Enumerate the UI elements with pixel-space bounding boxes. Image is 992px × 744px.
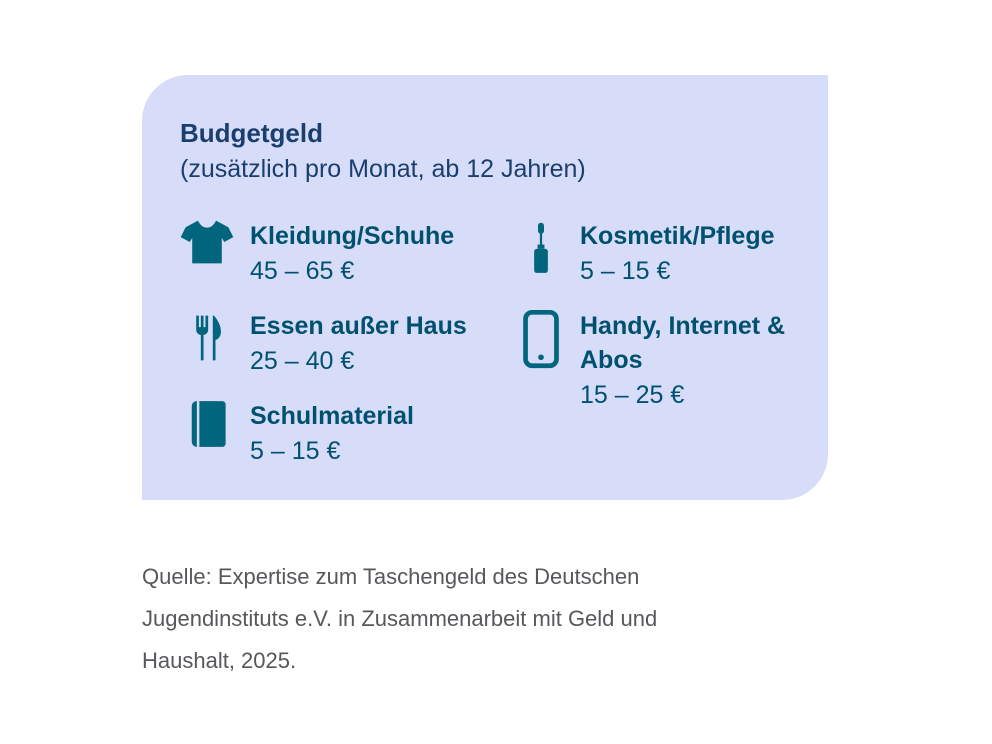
item-text: Kleidung/Schuhe 45 – 65 €: [250, 219, 454, 289]
item-amount: 45 – 65 €: [250, 257, 355, 285]
budget-card: Budgetgeld (zusätzlich pro Monat, ab 12 …: [142, 75, 828, 500]
source-line: Jugendinstituts e.V. in Zusammenarbeit m…: [142, 606, 658, 631]
item-amount: 15 – 25 €: [580, 381, 685, 409]
items-column-right: Kosmetik/Pflege 5 – 15 € Handy, Internet…: [518, 219, 804, 489]
items-column-left: Kleidung/Schuhe 45 – 65 € Essen außer Ha…: [180, 219, 518, 489]
cutlery-icon: [180, 309, 234, 367]
card-title: Budgetgeld: [180, 118, 323, 148]
budget-items: Kleidung/Schuhe 45 – 65 € Essen außer Ha…: [180, 219, 804, 489]
source-citation: Quelle: Expertise zum Taschengeld des De…: [142, 556, 782, 682]
source-line: Quelle: Expertise zum Taschengeld des De…: [142, 564, 640, 589]
item-text: Essen außer Haus 25 – 40 €: [250, 309, 467, 379]
item-amount: 5 – 15 €: [580, 257, 671, 285]
item-text: Kosmetik/Pflege 5 – 15 €: [580, 219, 775, 289]
item-text: Handy, Internet & Abos 15 – 25 €: [580, 309, 804, 413]
list-item: Handy, Internet & Abos 15 – 25 €: [518, 309, 804, 413]
item-label: Schulmaterial: [250, 402, 414, 430]
item-label: Essen außer Haus: [250, 312, 467, 340]
item-amount: 25 – 40 €: [250, 347, 355, 375]
tshirt-icon: [180, 219, 234, 265]
list-item: Kosmetik/Pflege 5 – 15 €: [518, 219, 804, 289]
item-text: Schulmaterial 5 – 15 €: [250, 399, 414, 469]
item-label: Kosmetik/Pflege: [580, 222, 775, 250]
book-icon: [180, 399, 234, 449]
source-line: Haushalt, 2025.: [142, 648, 297, 673]
item-label: Handy, Internet & Abos: [580, 312, 786, 374]
list-item: Schulmaterial 5 – 15 €: [180, 399, 518, 469]
list-item: Essen außer Haus 25 – 40 €: [180, 309, 518, 379]
item-amount: 5 – 15 €: [250, 437, 341, 465]
list-item: Kleidung/Schuhe 45 – 65 €: [180, 219, 518, 289]
item-label: Kleidung/Schuhe: [250, 222, 455, 250]
card-subtitle: (zusätzlich pro Monat, ab 12 Jahren): [180, 155, 586, 183]
cosmetics-icon: [518, 219, 564, 277]
smartphone-icon: [518, 309, 564, 369]
